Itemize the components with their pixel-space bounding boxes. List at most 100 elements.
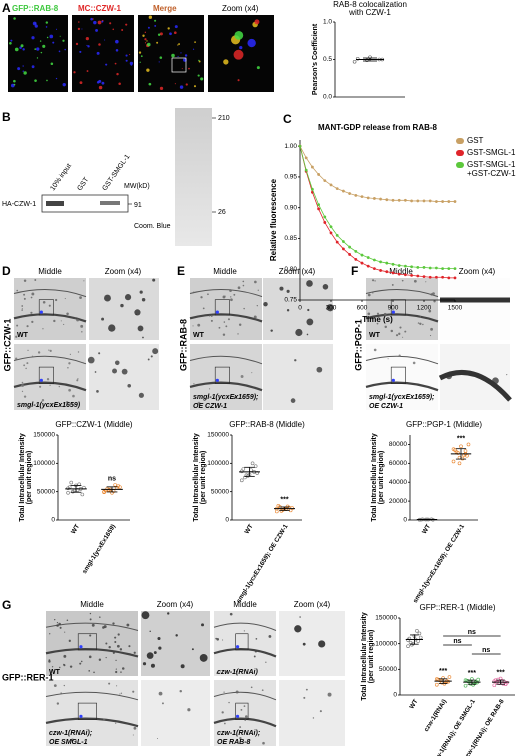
micrograph <box>279 680 345 746</box>
worm-outline <box>365 355 439 365</box>
puncta <box>51 666 54 668</box>
puncta <box>237 333 239 335</box>
puncta <box>261 689 264 692</box>
data-point <box>253 464 258 468</box>
data-point <box>434 682 439 687</box>
data-point <box>447 675 452 679</box>
puncta <box>21 384 24 387</box>
puncta <box>64 48 67 51</box>
puncta <box>222 639 224 641</box>
puncta <box>9 41 12 45</box>
puncta <box>193 85 197 88</box>
data-point <box>406 638 410 642</box>
puncta <box>250 686 253 689</box>
panel-letter: E <box>177 264 185 278</box>
series-line <box>299 146 455 270</box>
series-marker <box>385 198 389 202</box>
micrograph <box>72 15 134 92</box>
puncta <box>60 320 62 322</box>
legend-label: GST <box>467 136 484 145</box>
puncta <box>152 278 156 282</box>
puncta <box>130 64 133 66</box>
x-tick-label: 600 <box>357 305 368 312</box>
data-point <box>355 56 360 61</box>
puncta <box>240 708 243 711</box>
puncta <box>157 738 159 740</box>
zoom-box <box>38 366 54 384</box>
series-marker <box>311 165 314 169</box>
membrane <box>438 369 512 402</box>
row-label: smgl-1(ycxEx1659); <box>193 394 258 401</box>
puncta <box>306 333 309 336</box>
series-marker <box>447 200 451 203</box>
puncta <box>239 45 243 50</box>
puncta <box>133 651 136 654</box>
puncta <box>142 34 145 37</box>
series-marker <box>354 257 358 261</box>
puncta <box>429 395 431 397</box>
puncta <box>31 355 34 357</box>
puncta <box>65 400 69 404</box>
series-marker <box>373 267 376 271</box>
puncta <box>79 296 82 299</box>
row-label: WT <box>49 669 61 676</box>
puncta <box>223 321 226 323</box>
puncta <box>42 328 44 330</box>
puncta <box>506 374 508 376</box>
micrograph <box>214 611 276 676</box>
micrograph <box>190 344 262 410</box>
puncta <box>398 332 401 335</box>
data-point <box>250 461 255 466</box>
worm-outline <box>213 622 277 631</box>
puncta <box>412 361 416 365</box>
puncta <box>158 646 162 650</box>
puncta <box>21 390 24 393</box>
puncta <box>41 398 45 402</box>
x-tick-label: WT <box>70 523 81 535</box>
puncta <box>154 24 157 27</box>
puncta <box>96 80 100 84</box>
row-label: WT <box>17 332 29 339</box>
series-marker <box>304 156 308 160</box>
puncta <box>286 289 290 293</box>
data-point <box>463 678 468 682</box>
puncta <box>99 616 101 618</box>
puncta <box>174 83 176 85</box>
puncta <box>23 71 27 75</box>
puncta <box>101 20 104 23</box>
puncta <box>63 684 66 687</box>
puncta <box>372 292 374 294</box>
puncta <box>76 379 79 382</box>
puncta <box>179 85 184 89</box>
series-marker <box>416 274 420 278</box>
puncta <box>56 624 59 627</box>
blue-dot <box>79 714 83 718</box>
puncta <box>140 55 143 58</box>
puncta <box>270 329 273 332</box>
y-tick-label: 0.5 <box>323 56 332 63</box>
worm-outline <box>189 313 263 323</box>
puncta <box>142 662 147 666</box>
puncta <box>112 622 115 625</box>
x-tick-label: smgl-1(ycxEx1659); OE CZW-1 <box>412 523 467 604</box>
data-point <box>107 488 111 492</box>
zoom-box <box>38 299 54 316</box>
puncta <box>58 385 61 388</box>
y-tick-label: 150000 <box>375 615 397 622</box>
row-label: smgl-1(ycxEx1659); <box>369 394 434 401</box>
puncta <box>371 279 375 282</box>
puncta <box>224 295 226 297</box>
series-marker <box>298 144 302 148</box>
y-tick-label: 0.85 <box>284 235 297 242</box>
puncta <box>19 46 22 49</box>
series-marker <box>441 275 444 279</box>
micrograph <box>46 680 138 746</box>
puncta <box>254 280 257 284</box>
puncta <box>23 395 27 398</box>
data-point <box>460 456 465 461</box>
puncta <box>169 32 172 36</box>
puncta <box>15 357 18 360</box>
puncta <box>197 323 201 327</box>
puncta <box>77 27 81 31</box>
column-label: Middle <box>233 600 257 609</box>
